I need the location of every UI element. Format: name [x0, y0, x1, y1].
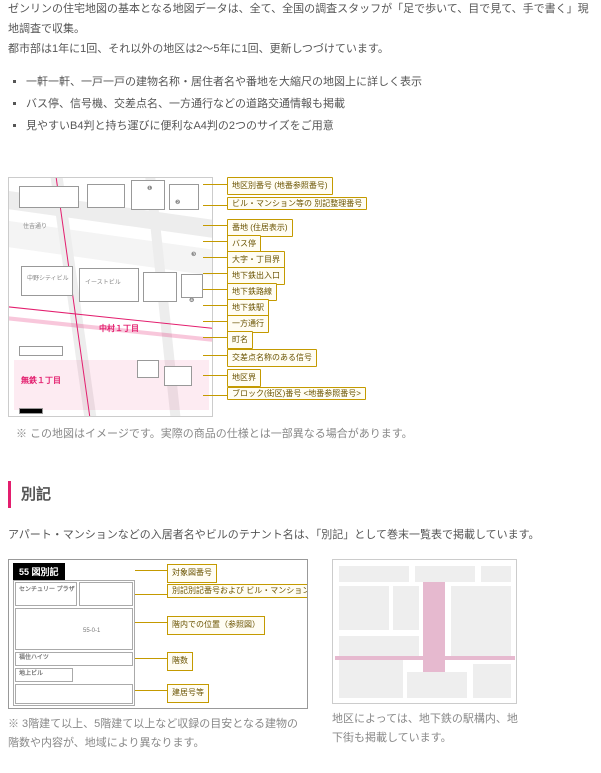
intro-line-1: ゼンリンの住宅地図の基本となる地図データは、全て、全国の調査スタッフが「足で歩い… [8, 0, 593, 40]
map-road-label: 住吉通り [23, 222, 47, 233]
map-sample-image: 住吉通り イーストビル 中野シティビル 中村１丁目 無鉄１丁目 ❶ ❷ ❸ ❹ [8, 177, 213, 417]
map-area-label: 無鉄１丁目 [21, 374, 61, 388]
bekki-callout: 建居号等 [167, 684, 209, 702]
legend-item: 交差点名称のある信号 [232, 353, 312, 362]
legend-item: ビル・マンション等の 別記整理番号 [232, 199, 362, 208]
bekki-caption: ※ 3階建て以上、5階建て以上など収録の目安となる建物の階数や内容が、地域により… [8, 709, 308, 752]
feature-item: 見やすいB4判と持ち運びに便利なA4判の2つのサイズをご用意 [26, 117, 593, 137]
bekki-label: 福住ハイツ [19, 653, 49, 664]
bekki-callout: 階数 [167, 652, 193, 670]
bekki-description: アパート・マンションなどの入居者名やビルのテナント名は、「別記」として巻末一覧表… [0, 526, 601, 560]
bekki-callout: 対象図番号 [167, 564, 217, 582]
legend-item: 大字・丁目界 [232, 255, 280, 264]
legend-item: 番地 (住居表示) [232, 223, 288, 232]
map-area-label: 中村１丁目 [99, 322, 139, 336]
map-caption: ※ この地図はイメージです。実際の商品の仕様とは一部異なる場合があります。 [8, 417, 593, 445]
feature-item: 一軒一軒、一戸一戸の建物名称・居住者名や番地を大縮尺の地図上に詳しく表示 [26, 73, 593, 93]
legend-item: ブロック(街区)番号 <地番参照番号> [232, 389, 361, 398]
legend-item: 地区別番号 (地番参照番号) [232, 181, 328, 190]
legend-item: 地下鉄出入口 [232, 271, 280, 280]
map-legend: 地区別番号 (地番参照番号) ビル・マンション等の 別記整理番号 番地 (住居表… [213, 177, 313, 417]
feature-item: バス停、信号機、交差点名、一方通行などの道路交通情報も掲載 [26, 95, 593, 115]
feature-list: 一軒一軒、一戸一戸の建物名称・居住者名や番地を大縮尺の地図上に詳しく表示 バス停… [0, 73, 601, 152]
bekki-callout: 別記別記番号および ビル・マンション名 [167, 584, 308, 598]
legend-item: 地下鉄路線 [232, 287, 272, 296]
legend-item: 地区界 [232, 373, 256, 382]
bekki-figure: 55 図別記 センチュリー プラザ 55-0-1 福住ハイツ 地上ビル 対象図番… [8, 559, 308, 709]
legend-item: 地下鉄駅 [232, 303, 264, 312]
bekki-label: 地上ビル [19, 669, 43, 680]
bekki-heading: 別記 [8, 481, 593, 508]
intro-line-2: 都市部は1年に1回、それ以外の地区は2〜5年に1回、更新しつづけています。 [8, 40, 593, 60]
bekki-callout: 階内での位置（参照図） [167, 616, 265, 634]
legend-item: 一方通行 [232, 319, 264, 328]
bekki-fig-header: 55 図別記 [13, 563, 65, 581]
legend-item: バス停 [232, 239, 256, 248]
subway-figure [332, 559, 517, 704]
legend-item: 町名 [232, 335, 248, 344]
subway-caption: 地区によっては、地下鉄の駅構内、地下街も掲載しています。 [332, 704, 522, 747]
bekki-label: センチュリー プラザ [19, 585, 75, 596]
